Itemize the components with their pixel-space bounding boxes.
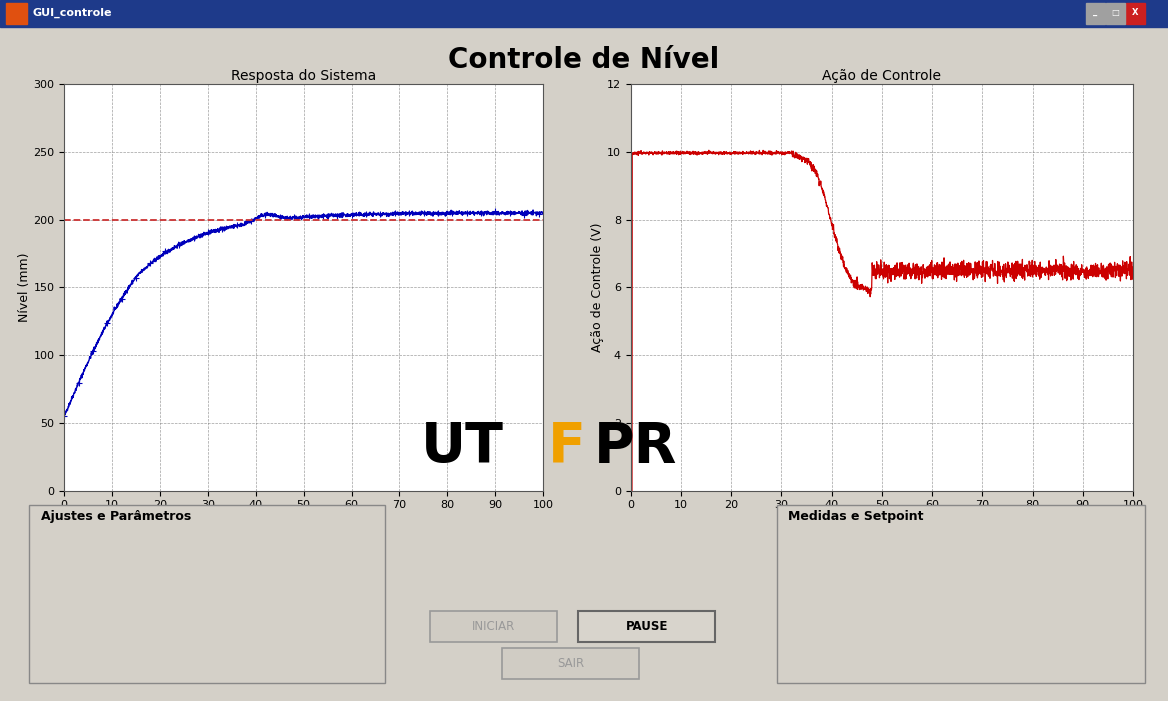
Bar — [1126, 3, 1145, 24]
Bar — [1106, 3, 1125, 24]
Text: 199.393: 199.393 — [1059, 640, 1108, 653]
Circle shape — [53, 583, 63, 587]
Bar — [6, 3, 27, 24]
Text: 0.0: 0.0 — [332, 615, 349, 625]
FancyBboxPatch shape — [578, 611, 715, 641]
Text: 4.9635: 4.9635 — [93, 615, 132, 625]
Y-axis label: Nível (mm): Nível (mm) — [18, 252, 30, 322]
Text: ◄: ◄ — [47, 658, 55, 668]
X-axis label: Tempo (s): Tempo (s) — [269, 513, 339, 526]
FancyBboxPatch shape — [77, 608, 147, 633]
Text: 3.0545: 3.0545 — [209, 615, 248, 625]
Text: GUI_controle: GUI_controle — [33, 8, 112, 18]
Text: INICIAR: INICIAR — [472, 620, 515, 633]
Text: Controle de Nível: Controle de Nível — [449, 46, 719, 74]
FancyBboxPatch shape — [430, 611, 557, 641]
Text: _: _ — [1093, 8, 1098, 18]
Bar — [1086, 3, 1105, 24]
Text: PID: PID — [79, 578, 102, 592]
Text: PAUSE: PAUSE — [626, 620, 668, 633]
Text: Tensão na Bomba: Tensão na Bomba — [81, 642, 179, 652]
Circle shape — [44, 579, 71, 591]
Text: Kp:: Kp: — [46, 613, 68, 626]
Text: Malha Aberta: Malha Aberta — [79, 550, 158, 563]
X-axis label: Tempo (s): Tempo (s) — [847, 513, 917, 526]
Text: UT: UT — [420, 420, 503, 474]
Y-axis label: Ação de Controle (V): Ação de Controle (V) — [591, 223, 604, 352]
FancyBboxPatch shape — [1041, 550, 1128, 578]
Text: PR: PR — [593, 420, 677, 474]
Text: Setpoint [50mm 275mm] :: Setpoint [50mm 275mm] : — [798, 556, 954, 569]
Text: Tensão na Bomba (V) :: Tensão na Bomba (V) : — [798, 598, 930, 611]
Text: Td:: Td: — [278, 613, 299, 626]
Text: Nivel: Nivel — [220, 550, 250, 563]
Text: 200: 200 — [1073, 557, 1096, 571]
FancyBboxPatch shape — [46, 654, 369, 672]
FancyBboxPatch shape — [310, 608, 373, 633]
Text: ►: ► — [360, 658, 368, 668]
Text: SAIR: SAIR — [557, 657, 584, 670]
Text: Sinal Medido (mm) :: Sinal Medido (mm) : — [798, 640, 917, 653]
FancyBboxPatch shape — [193, 608, 264, 633]
Text: Ti:: Ti: — [165, 613, 182, 626]
FancyBboxPatch shape — [208, 547, 366, 566]
Circle shape — [44, 551, 71, 562]
Text: 6.6463: 6.6463 — [1064, 598, 1105, 611]
Text: (%): (%) — [278, 642, 298, 652]
Text: □: □ — [1112, 8, 1119, 18]
Text: Medidas e Setpoint: Medidas e Setpoint — [788, 510, 924, 524]
Text: Ajustes e Parâmetros: Ajustes e Parâmetros — [41, 510, 192, 524]
Text: X: X — [1132, 8, 1139, 18]
Text: F: F — [548, 420, 586, 474]
Title: Ação de Controle: Ação de Controle — [822, 69, 941, 83]
Title: Resposta do Sistema: Resposta do Sistema — [231, 69, 376, 83]
FancyBboxPatch shape — [502, 648, 639, 679]
Text: ▼: ▼ — [353, 552, 361, 562]
